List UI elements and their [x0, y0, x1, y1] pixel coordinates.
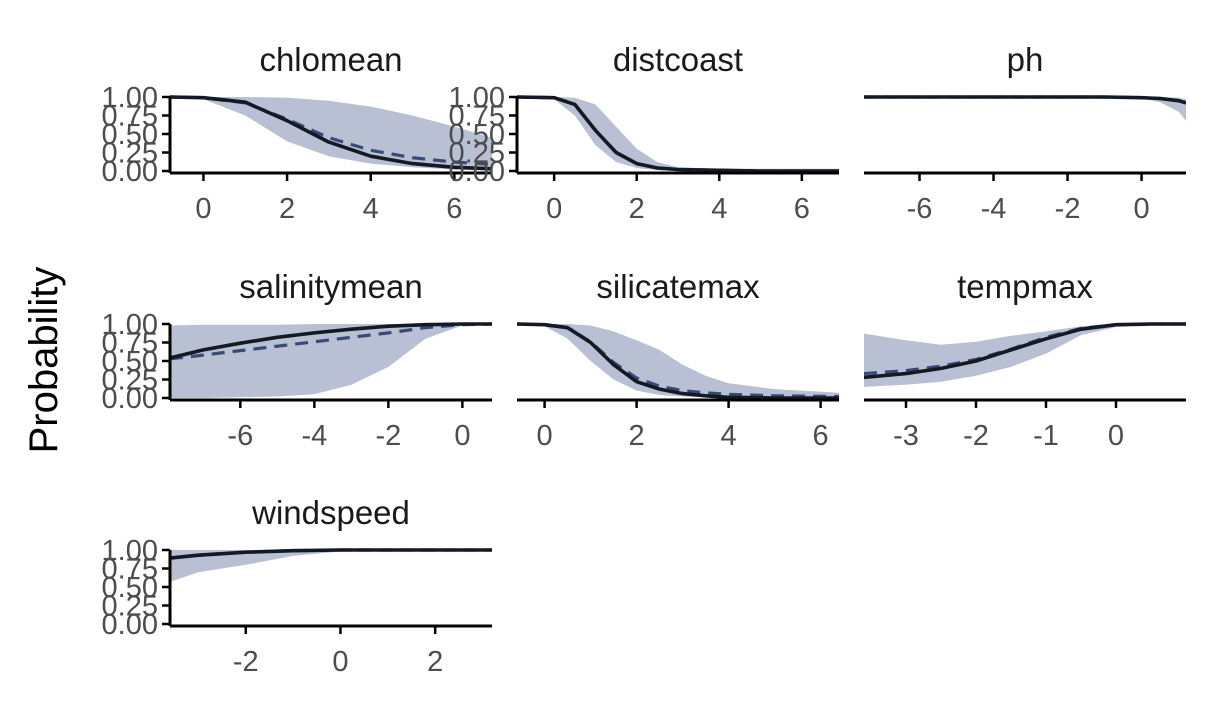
x-tick-label: -2 — [963, 420, 989, 452]
x-tick-label: 6 — [794, 193, 810, 225]
x-tick-label: 6 — [446, 193, 462, 225]
plot-area — [170, 548, 492, 582]
confidence-band — [170, 97, 492, 171]
y-tick-label: 0.75 — [449, 101, 505, 133]
series-solid — [864, 95, 1186, 105]
plot-area — [517, 95, 839, 173]
x-tick-label: 2 — [629, 193, 645, 225]
y-tick-label: 0.75 — [102, 554, 158, 586]
plot-area — [864, 95, 1186, 121]
y-tick-label: 0.75 — [102, 328, 158, 360]
x-tick-label: 2 — [427, 646, 443, 678]
series-solid — [170, 322, 492, 360]
panel-chlomean: 0 2 4 6 0.000.250.500.751.00 chlomean — [102, 41, 492, 225]
x-tick-label: -3 — [893, 420, 919, 452]
x-tick-label: -2 — [375, 420, 401, 452]
y-tick-label: 1.00 — [102, 309, 158, 341]
panel-title: ph — [1007, 41, 1044, 78]
panel-title: chlomean — [259, 41, 402, 78]
panel-salinitymean: -6 -4 -2 0 0.000.250.500.751.00 salinitymean — [102, 268, 492, 452]
series-solid — [517, 322, 839, 400]
series-solid — [864, 322, 1186, 380]
y-axis-label: Probability — [22, 267, 66, 454]
panel-title: silicatemax — [596, 268, 760, 305]
panel-windspeed: -2 0 2 0.000.250.500.751.00 windspeed — [102, 494, 492, 678]
panel-title: distcoast — [613, 41, 743, 78]
panel-title: salinitymean — [239, 268, 422, 305]
series-solid — [517, 95, 839, 173]
x-tick-label: 2 — [279, 193, 295, 225]
plot-area — [864, 322, 1186, 387]
y-tick-label: 0.25 — [102, 365, 158, 397]
panel-title: windspeed — [251, 494, 410, 531]
y-tick-label: 0.50 — [102, 346, 158, 378]
x-tick-label: 4 — [721, 420, 737, 452]
y-tick-label: 0.75 — [102, 101, 158, 133]
panel-title: tempmax — [957, 268, 1093, 305]
series-solid — [170, 95, 492, 171]
x-tick-label: 0 — [195, 193, 211, 225]
confidence-band — [517, 324, 839, 398]
x-tick-label: -2 — [1055, 193, 1081, 225]
x-tick-label: 2 — [629, 420, 645, 452]
x-tick-label: -6 — [227, 420, 253, 452]
x-tick-label: 0 — [1108, 420, 1124, 452]
x-tick-label: 6 — [813, 420, 829, 452]
x-tick-label: 4 — [363, 193, 379, 225]
y-tick-label: 0.50 — [102, 119, 158, 151]
x-tick-label: -4 — [301, 420, 327, 452]
x-tick-label: 0 — [546, 193, 562, 225]
panel-ph: -6 -4 -2 0 ph — [864, 41, 1186, 225]
y-tick-label: 0.25 — [449, 138, 505, 170]
x-tick-label: -6 — [907, 193, 933, 225]
y-tick-label: 0.00 — [449, 156, 505, 188]
y-tick-label: 0.00 — [102, 156, 158, 188]
series-dashed — [517, 95, 839, 173]
x-tick-label: -1 — [1033, 420, 1059, 452]
plot-area — [517, 322, 839, 400]
panel-tempmax: -3 -2 -1 0 tempmax — [864, 268, 1186, 452]
y-tick-label: 0.25 — [102, 591, 158, 623]
y-tick-label: 0.25 — [102, 138, 158, 170]
confidence-band — [517, 97, 839, 171]
x-tick-label: 0 — [454, 420, 470, 452]
confidence-band — [864, 97, 1186, 121]
y-tick-label: 0.50 — [102, 572, 158, 604]
y-tick-label: 1.00 — [102, 535, 158, 567]
y-tick-label: 0.00 — [102, 609, 158, 641]
confidence-band — [170, 550, 492, 582]
series-dashed — [170, 322, 492, 361]
x-tick-label: 0 — [1134, 193, 1150, 225]
y-tick-label: 0.50 — [449, 119, 505, 151]
x-tick-label: 0 — [537, 420, 553, 452]
x-tick-label: -2 — [233, 646, 259, 678]
confidence-band — [864, 324, 1186, 387]
series-solid — [170, 548, 492, 560]
confidence-band — [170, 324, 492, 398]
y-tick-label: 0.00 — [102, 383, 158, 415]
x-tick-label: 4 — [711, 193, 727, 225]
y-tick-label: 1.00 — [102, 82, 158, 114]
plot-area — [170, 95, 492, 171]
panel-silicatemax: 0 2 4 6 silicatemax — [517, 268, 839, 452]
x-tick-label: 0 — [332, 646, 348, 678]
x-tick-label: -4 — [981, 193, 1007, 225]
y-tick-label: 1.00 — [449, 82, 505, 114]
panel-distcoast: 0 2 4 6 0.000.250.500.751.00 distcoast — [449, 41, 839, 225]
plot-area — [170, 322, 492, 398]
